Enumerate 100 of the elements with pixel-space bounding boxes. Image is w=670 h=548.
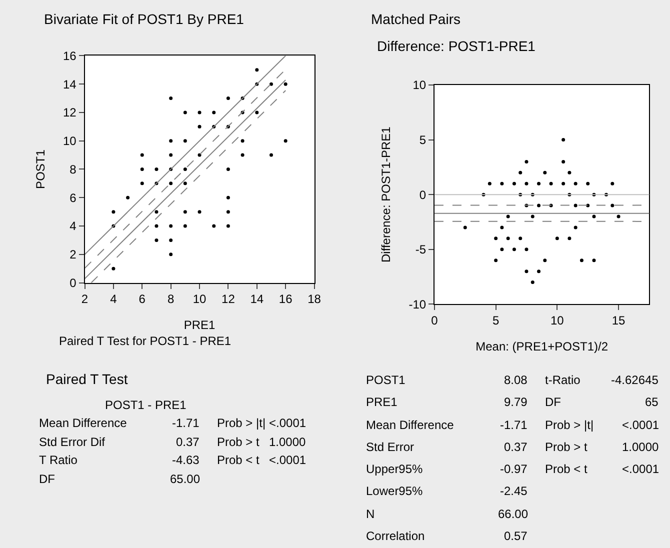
point [212,224,216,228]
text: Prob < t [217,453,260,467]
text: Std Error [366,440,414,454]
point [574,182,578,186]
text: Prob > t [217,435,260,449]
point [580,258,584,262]
point [530,280,534,284]
y-tick-label: 4 [70,219,77,234]
text: Lower95% [366,484,424,498]
text: -1.71 [500,418,528,432]
y-tick-label: 0 [419,188,426,202]
point [183,224,187,228]
point [586,182,590,186]
point [494,258,498,262]
text: Prob < t [545,462,588,476]
point [154,210,158,214]
y-tick-label: 10 [412,78,426,92]
point [506,214,510,218]
point [240,139,244,143]
point [169,96,173,100]
y-tick-label: -5 [415,242,426,257]
point [169,252,173,256]
point [169,182,173,186]
x-tick-label: 10 [192,292,207,306]
x-tick-label: 4 [110,292,118,306]
x-tick-label: 10 [550,314,564,328]
text: DF [39,472,55,486]
text: 65 [645,395,659,409]
point [270,153,273,157]
y-tick-label: 2 [70,248,77,262]
point [524,160,528,164]
x-tick-label: 8 [167,292,174,306]
text: 1.0000 [622,440,660,454]
text: 65.00 [170,472,200,486]
point [537,182,541,186]
point [226,210,230,214]
x-tick-label: 0 [431,314,438,328]
y-tick-label: 5 [419,132,426,147]
point [255,110,259,114]
point [183,110,187,114]
point [537,270,541,274]
chart-title: Bivariate Fit of POST1 By PRE1 [44,11,244,27]
point [488,182,492,186]
point [616,214,620,218]
point [169,153,173,157]
point [543,170,547,174]
point [500,182,504,186]
y-axis-title: POST1 [33,149,48,189]
chart-title: Matched Pairs [371,11,460,27]
point [549,182,553,186]
point [183,182,187,186]
point [169,238,173,242]
point [568,170,572,174]
y-tick-label: 16 [63,48,77,63]
point [530,214,534,218]
point [562,182,566,186]
text: <.0001 [269,453,306,467]
y-tick-label: 12 [63,106,77,120]
text: 1.0000 [269,435,306,449]
text: 66.00 [498,507,528,521]
text: DF [545,395,561,409]
point [512,182,516,186]
x-tick-label: 6 [138,292,146,306]
text: N [366,507,375,521]
point [284,82,288,86]
point [240,153,244,157]
point [112,266,116,270]
y-tick-label: 6 [70,190,77,205]
point [140,182,144,186]
point [169,139,173,143]
text: -0.97 [500,462,528,476]
point [592,214,596,218]
point [183,210,187,214]
point [518,236,522,240]
text: PRE1 [366,395,398,409]
text: Prob > |t| [545,418,594,432]
y-tick-label: 0 [70,276,77,290]
point [198,124,202,128]
point [140,167,144,171]
point [555,236,559,240]
text: 0.57 [504,529,528,543]
text: Mean Difference [39,416,128,430]
text: Paired T Test for POST1 - PRE1 [59,334,232,348]
chart-subtitle: Difference: POST1-PRE1 [377,38,536,54]
text: Paired T Test [46,371,128,387]
point [270,82,273,86]
x-tick-label: 12 [222,292,236,306]
text: T Ratio [39,453,78,467]
text: 0.37 [176,435,200,449]
point [284,139,288,143]
x-axis-title: Mean: (PRE1+POST1)/2 [476,340,608,354]
point [183,139,187,143]
text: 0.37 [504,440,528,454]
text: Prob > t [545,440,588,454]
x-tick-label: 18 [308,292,322,306]
point [506,236,510,240]
point [154,238,158,242]
point [112,210,116,214]
point [574,204,578,208]
point [183,167,187,171]
